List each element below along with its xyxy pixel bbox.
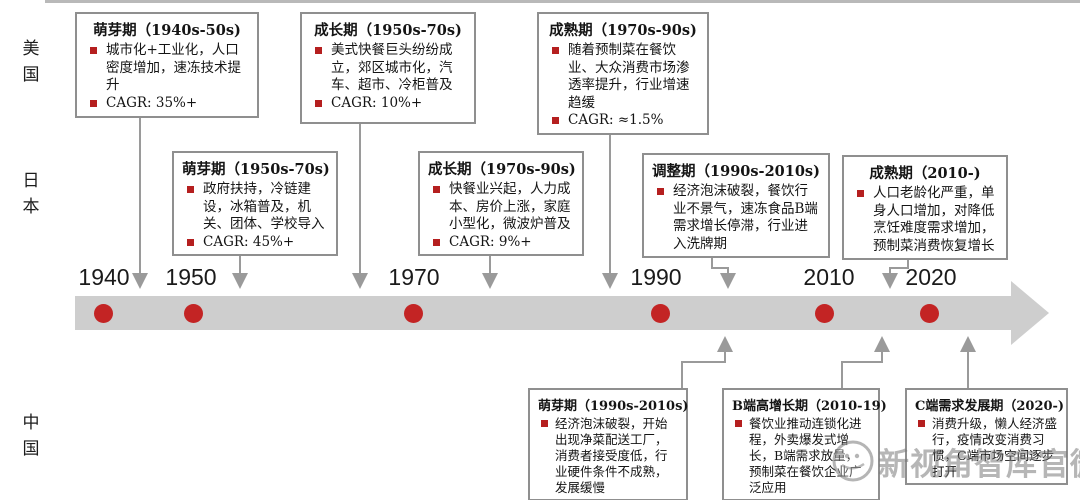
bullet-text: CAGR: 9%+ <box>449 233 532 250</box>
bullet-square-icon <box>735 420 742 427</box>
year-label-2010: 2010 <box>803 264 855 290</box>
timeline-dot-1970 <box>404 304 423 323</box>
watermark: 新视角智库官微 <box>830 438 1080 484</box>
phase-box-us-mature: 成熟期（1970s-90s) 随着预制菜在餐饮业、大众消费市场渗透率提升，行业增… <box>537 12 709 135</box>
timeline-dot-2010 <box>815 304 834 323</box>
phase-box-us-growth: 成长期（1950s-70s) 美式快餐巨头纷纷成立，郊区城市化，汽车、超市、冷柜… <box>300 12 476 124</box>
bullet-item: CAGR: 45%+ <box>182 234 328 252</box>
bullet-item: 消费升级，懒人经济盛行，疫情改变消费习惯，C端市场空间逐步打开 <box>915 416 1058 480</box>
bullet-square-icon <box>552 117 559 125</box>
row-label-japan: 日本 <box>22 171 40 218</box>
connector-cn-box1 <box>681 336 733 388</box>
bullet-item: 政府扶持，冷链建设，冰箱普及，机关、团体、学校导入 <box>182 181 328 234</box>
bullet-square-icon <box>315 99 322 107</box>
phase-box-jp-growth: 成长期（1970s-90s) 快餐业兴起，人力成本、房价上涨，家庭小型化，微波炉… <box>418 151 584 257</box>
bullet-square-icon <box>315 47 322 54</box>
bullet-item: 经济泡沫破裂，餐饮行业不景气，速冻食品B端需求增长停滞，行业进入洗牌期 <box>652 183 820 253</box>
row-label-usa: 美国 <box>22 39 40 86</box>
phase-title: 萌芽期（1950s-70s) <box>182 161 330 178</box>
phase-box-jp-adjustment: 调整期（1990s-2010s) 经济泡沫破裂，餐饮行业不景气，速冻食品B端需求… <box>642 153 830 259</box>
timeline-dot-1940 <box>94 304 113 323</box>
bullet-square-icon <box>857 190 864 197</box>
phase-title: 成熟期（1970s-90s) <box>549 22 697 39</box>
phase-box-jp-seed: 萌芽期（1950s-70s) 政府扶持，冷链建设，冰箱普及，机关、团体、学校导入… <box>172 151 338 257</box>
bullet-text: 人口老龄化严重，单身人口增加，对降低烹饪难度需求增加，预制菜消费恢复增长 <box>873 185 995 254</box>
bullet-item: CAGR: ≈1.5% <box>547 112 699 130</box>
timeline-dot-2020 <box>920 304 939 323</box>
bullet-text: CAGR: ≈1.5% <box>568 112 664 129</box>
bullet-text: 随着预制菜在餐饮业、大众消费市场渗透率提升，行业增速趋缓 <box>568 42 690 111</box>
bullet-square-icon <box>433 238 440 246</box>
bullet-item: 美式快餐巨头纷纷成立，郊区城市化，汽车、超市、冷柜普及 <box>310 42 466 95</box>
bullet-text: CAGR: 45%+ <box>203 233 295 250</box>
phase-box-jp-mature: 成熟期（2010-) 人口老龄化严重，单身人口增加，对降低烹饪难度需求增加，预制… <box>842 155 1008 261</box>
phase-title: 成熟期（2010-) <box>869 165 981 182</box>
bullet-item: 快餐业兴起，人力成本、房价上涨，家庭小型化，微波炉普及 <box>428 181 574 234</box>
phase-box-cn-seed: 萌芽期（1990s-2010s) 经济泡沫破裂，开始出现净菜配送工厂，消费者接受… <box>528 388 689 500</box>
bullet-item: CAGR: 35%+ <box>85 95 249 113</box>
bullet-square-icon <box>90 47 97 54</box>
bullet-item: 城市化+工业化，人口密度增加，速冻技术提升 <box>85 42 249 95</box>
timeline-arrowhead-icon <box>1011 281 1049 345</box>
bullet-item: 经济泡沫破裂，开始出现净菜配送工厂，消费者接受度低，行业硬件条件不成熟，发展缓慢 <box>538 416 678 496</box>
bullet-item: 餐饮业推动连锁化进程，外卖爆发式增长，B端需求放量，预制菜在餐饮企业广泛应用 <box>732 416 870 496</box>
bullet-text: 经济泡沫破裂，餐饮行业不景气，速冻食品B端需求增长停滞，行业进入洗牌期 <box>673 183 818 252</box>
bullet-text: 消费升级，懒人经济盛行，疫情改变消费习惯，C端市场空间逐步打开 <box>932 416 1058 479</box>
phase-title: 萌芽期（1940s-50s) <box>93 22 241 39</box>
bullet-text: 餐饮业推动连锁化进程，外卖爆发式增长，B端需求放量，预制菜在餐饮企业广泛应用 <box>749 416 862 495</box>
bullet-square-icon <box>552 47 559 54</box>
year-label-1940: 1940 <box>78 264 130 290</box>
bullet-item: CAGR: 9%+ <box>428 234 574 252</box>
year-label-1970: 1970 <box>388 264 440 290</box>
bullet-square-icon <box>187 186 194 193</box>
watermark-logo-icon <box>832 440 874 482</box>
bullet-square-icon <box>541 420 548 427</box>
bullet-text: 政府扶持，冷链建设，冰箱普及，机关、团体、学校导入 <box>203 181 325 233</box>
phase-box-us-seed: 萌芽期（1940s-50s) 城市化+工业化，人口密度增加，速冻技术提升 CAG… <box>75 12 259 118</box>
bullet-text: 经济泡沫破裂，开始出现净菜配送工厂，消费者接受度低，行业硬件条件不成熟，发展缓慢 <box>555 416 668 495</box>
connector-cn-box2 <box>841 336 890 388</box>
bullet-item: 随着预制菜在餐饮业、大众消费市场渗透率提升，行业增速趋缓 <box>547 42 699 112</box>
bullet-square-icon <box>918 420 925 427</box>
bullet-square-icon <box>187 238 194 246</box>
bullet-square-icon <box>657 188 664 195</box>
bullet-item: 人口老龄化严重，单身人口增加，对降低烹饪难度需求增加，预制菜消费恢复增长 <box>852 185 998 255</box>
timeline-dot-1950 <box>184 304 203 323</box>
bullet-square-icon <box>433 186 440 193</box>
year-label-1990: 1990 <box>630 264 682 290</box>
bullet-item: CAGR: 10%+ <box>310 95 466 113</box>
row-label-china: 中国 <box>22 413 40 460</box>
bullet-text: 快餐业兴起，人力成本、房价上涨，家庭小型化，微波炉普及 <box>449 181 571 233</box>
bullet-text: CAGR: 35%+ <box>106 94 198 111</box>
bullet-text: CAGR: 10%+ <box>331 94 423 111</box>
bullet-text: 美式快餐巨头纷纷成立，郊区城市化，汽车、超市、冷柜普及 <box>331 42 453 94</box>
watermark-text: 新视角智库官微 <box>878 446 1080 483</box>
phase-title: B端高增长期（2010-19) <box>732 399 887 414</box>
phase-title: 成长期（1970s-90s) <box>428 161 576 178</box>
phase-title: 萌芽期（1990s-2010s) <box>538 399 689 414</box>
phase-title: 成长期（1950s-70s) <box>314 22 462 39</box>
phase-title: C端需求发展期（2020-) <box>915 399 1065 414</box>
bullet-square-icon <box>90 99 97 107</box>
timeline-dot-1990 <box>651 304 670 323</box>
phase-title: 调整期（1990s-2010s) <box>652 163 820 180</box>
top-divider <box>45 0 1080 3</box>
year-label-2020: 2020 <box>905 264 957 290</box>
timeline-bar <box>75 296 1012 330</box>
bullet-text: 城市化+工业化，人口密度增加，速冻技术提升 <box>106 42 241 94</box>
phase-box-cn-c-side-development: C端需求发展期（2020-) 消费升级，懒人经济盛行，疫情改变消费习惯，C端市场… <box>905 388 1068 485</box>
year-label-1950: 1950 <box>165 264 217 290</box>
